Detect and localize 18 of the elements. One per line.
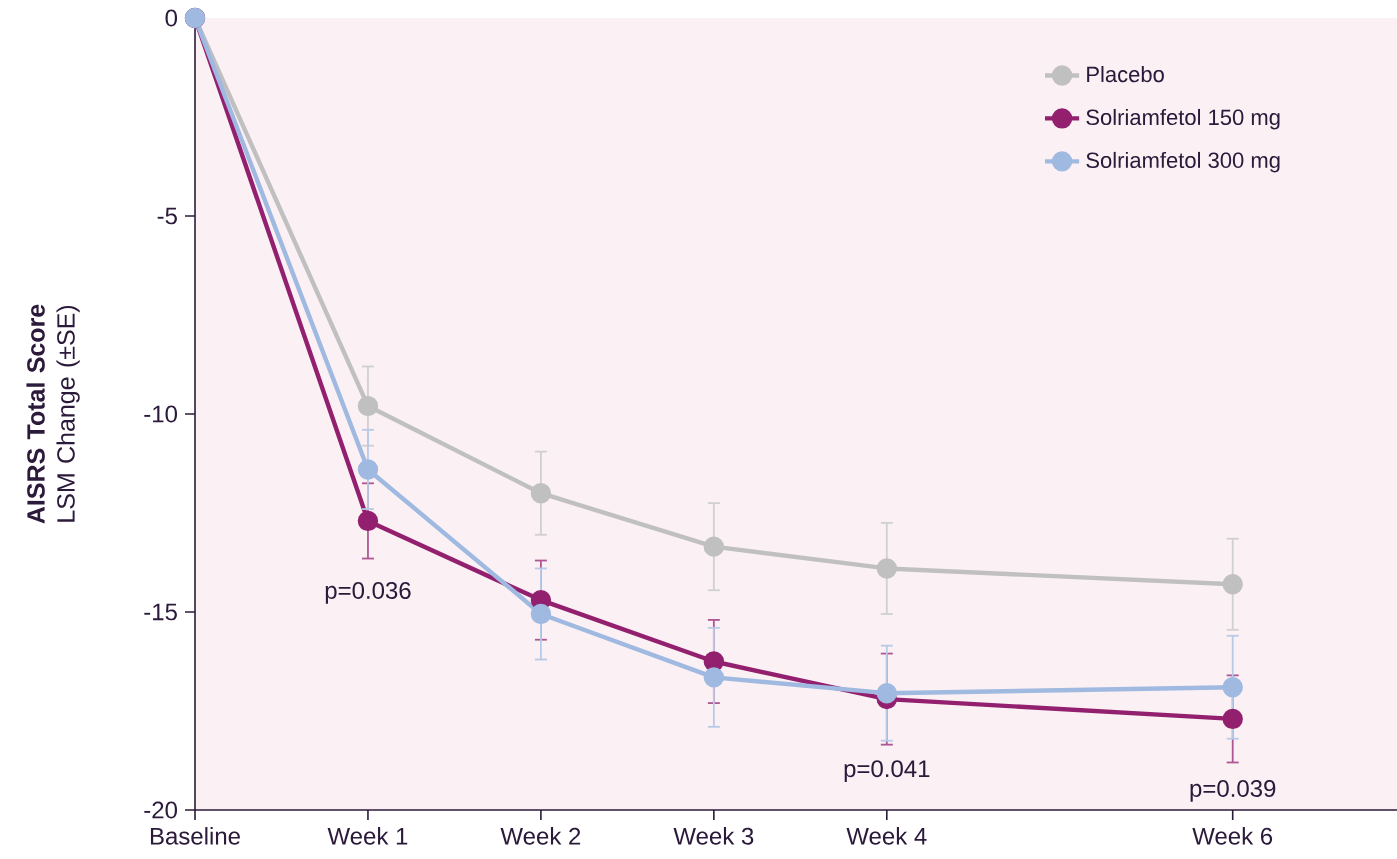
- y-tick-label: -10: [144, 405, 178, 423]
- legend-label: Solriamfetol 300 mg: [1086, 151, 1280, 173]
- annotation: p=0.039: [1190, 780, 1276, 802]
- y-tick-label: -5: [157, 207, 177, 225]
- x-tick-label: Week 3: [673, 827, 754, 845]
- legend-label: Solriamfetol 150 mg: [1086, 108, 1280, 130]
- legend-label: Placebo: [1087, 66, 1164, 83]
- x-tick-label: Week 1: [327, 827, 408, 845]
- x-tick-label: Week 4: [846, 827, 927, 845]
- x-tick-label: Baseline: [150, 827, 240, 845]
- y-tick-label: -15: [144, 603, 177, 621]
- annotation: p=0.036: [325, 581, 411, 604]
- y-tick-label: -20: [144, 801, 178, 819]
- y-tick-label: 0: [165, 9, 178, 27]
- x-tick-label: Week 6: [1192, 827, 1273, 845]
- annotation: p=0.041: [844, 760, 930, 782]
- y-axis-title: AISRS Total Score LSM Change (±SE): [26, 304, 80, 524]
- x-tick-label: Week 2: [500, 827, 581, 845]
